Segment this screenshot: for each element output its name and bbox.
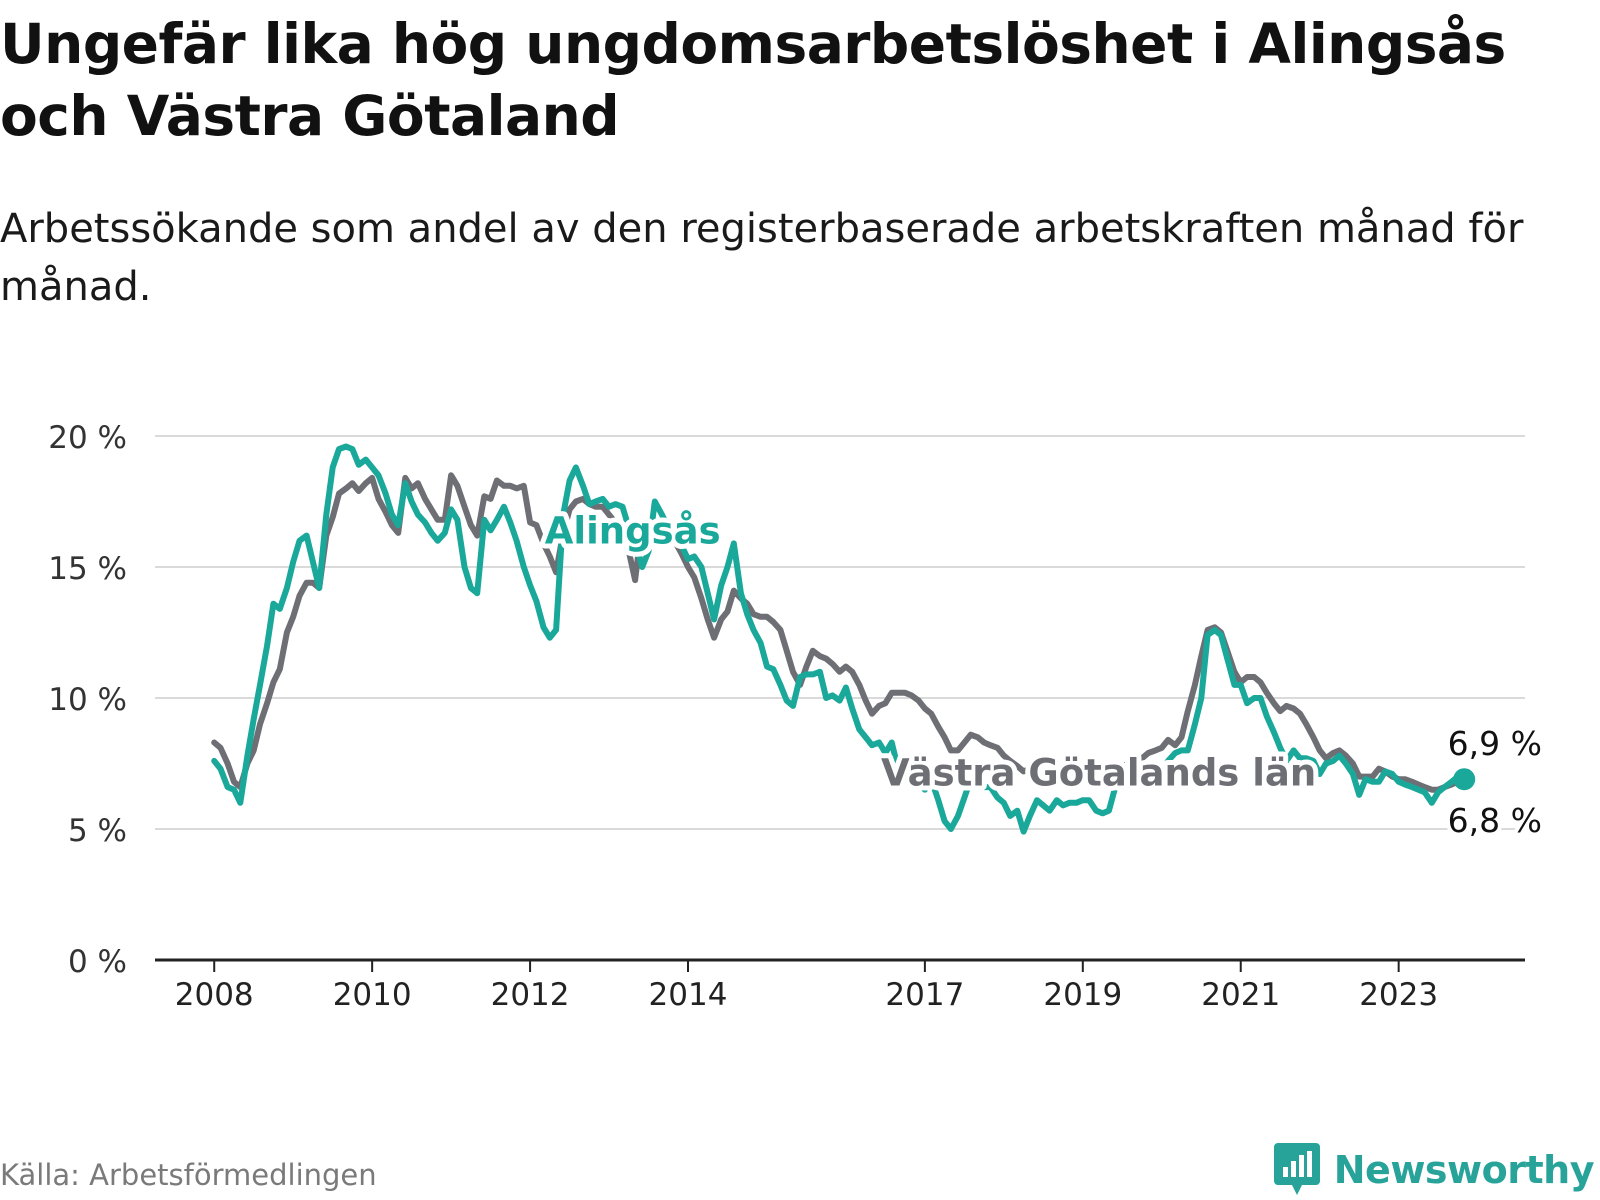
y-axis-tick-labels: 0 % 5 % 10 % 15 % 20 % (48, 420, 127, 980)
series-lines (211, 443, 1468, 835)
y-tick-label: 5 % (68, 813, 127, 849)
x-axis (155, 958, 1525, 972)
x-tick-label: 2008 (175, 977, 254, 1013)
end-label-vastra-gotaland: 6,8 % (1448, 801, 1542, 840)
x-tick-label: 2017 (885, 977, 964, 1013)
source-note: Källa: Arbetsförmedlingen (0, 1158, 377, 1192)
x-tick-label: 2023 (1359, 977, 1438, 1013)
series-line-vastra-gotaland (211, 472, 1468, 793)
newsworthy-logo-icon (1273, 1143, 1320, 1195)
brand-name: Newsworthy (1333, 1148, 1595, 1192)
y-tick-label: 20 % (48, 420, 127, 456)
x-tick-label: 2014 (649, 977, 728, 1013)
end-point-marker (1453, 768, 1476, 791)
y-tick-label: 15 % (48, 551, 127, 587)
series-label-alingsas: Alingsås (545, 509, 721, 552)
series-labels: Alingsås Västra Götalands län 6,9 % 6,8 % (540, 504, 1546, 844)
end-label-alingsas: 6,9 % (1448, 724, 1542, 763)
chart-subtitle: Arbetssökande som andel av den registerb… (0, 206, 1524, 310)
x-tick-label: 2010 (333, 977, 412, 1013)
chart-title: Ungefär lika hög ungdomsarbetslöshet i A… (0, 12, 1506, 148)
y-tick-label: 0 % (68, 944, 127, 980)
x-tick-label: 2012 (491, 977, 570, 1013)
series-line-alingsas (211, 443, 1468, 835)
y-tick-label: 10 % (48, 682, 127, 718)
x-axis-tick-labels: 2008 2010 2012 2014 2017 2019 2021 2023 (175, 977, 1438, 1013)
series-label-vastra-gotaland: Västra Götalands län (881, 752, 1316, 795)
brand-logo[interactable]: Newsworthy (1272, 1140, 1595, 1200)
x-tick-label: 2021 (1201, 977, 1280, 1013)
x-tick-label: 2019 (1043, 977, 1122, 1013)
